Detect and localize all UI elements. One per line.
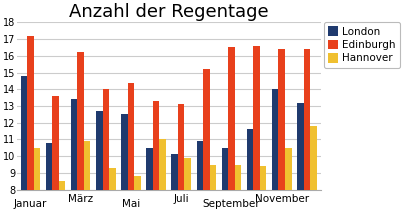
Bar	[203, 69, 210, 223]
Text: März: März	[68, 194, 93, 204]
Bar	[171, 155, 178, 223]
Bar	[178, 104, 185, 223]
Bar	[253, 46, 260, 223]
Bar	[77, 52, 84, 223]
Text: September: September	[203, 199, 260, 209]
Bar	[96, 111, 102, 223]
Bar	[222, 148, 228, 223]
Bar	[33, 148, 40, 223]
Bar	[134, 176, 141, 223]
Bar	[146, 148, 153, 223]
Title: Anzahl der Regentage: Anzahl der Regentage	[69, 3, 268, 21]
Bar	[285, 148, 291, 223]
Bar	[310, 126, 317, 223]
Bar	[27, 36, 33, 223]
Bar	[303, 49, 310, 223]
Text: Mai: Mai	[122, 199, 140, 209]
Text: Juli: Juli	[173, 194, 189, 204]
Bar	[153, 101, 159, 223]
Bar	[121, 114, 128, 223]
Bar	[228, 47, 235, 223]
Legend: London, Edinburgh, Hannover: London, Edinburgh, Hannover	[324, 22, 400, 68]
Bar	[46, 143, 52, 223]
Bar	[278, 49, 285, 223]
Bar	[21, 76, 27, 223]
Bar	[260, 166, 266, 223]
Bar	[52, 96, 59, 223]
Text: Januar: Januar	[14, 199, 47, 209]
Bar	[102, 89, 109, 223]
Bar	[197, 141, 203, 223]
Bar	[272, 89, 278, 223]
Bar	[297, 103, 303, 223]
Bar	[185, 158, 191, 223]
Bar	[128, 83, 134, 223]
Bar	[84, 141, 90, 223]
Bar	[159, 139, 166, 223]
Bar	[235, 165, 241, 223]
Bar	[71, 99, 77, 223]
Bar	[59, 181, 65, 223]
Bar	[210, 165, 216, 223]
Bar	[109, 168, 116, 223]
Bar	[247, 129, 253, 223]
Text: November: November	[255, 194, 309, 204]
